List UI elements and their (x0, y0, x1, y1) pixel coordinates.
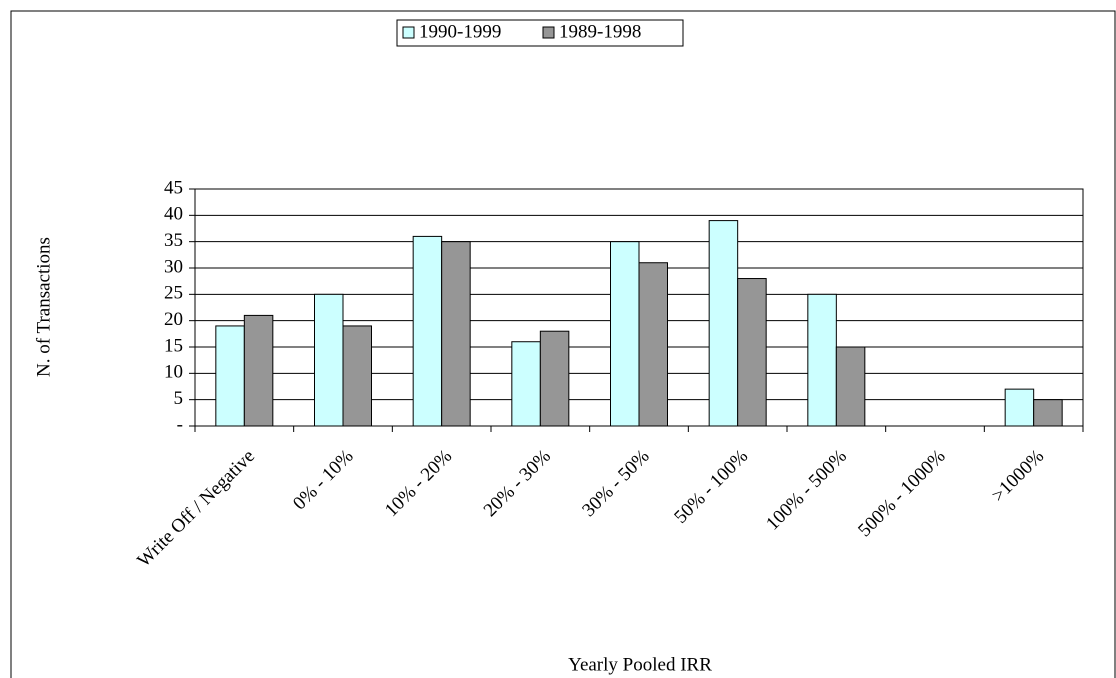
chart-border (10, 10, 1116, 678)
x-tick-label: 100% - 500% (762, 446, 851, 535)
x-tick-label: 10% - 20% (381, 446, 456, 521)
legend-swatch (542, 26, 555, 39)
y-axis-title: N. of Transactions (33, 237, 54, 377)
y-tick-label: - (177, 414, 183, 435)
bar (342, 325, 372, 427)
bar (243, 314, 274, 427)
bar (441, 241, 471, 427)
bar (511, 341, 541, 427)
bar (215, 325, 245, 427)
bar (610, 241, 640, 427)
bar (314, 293, 344, 427)
bar (412, 235, 443, 427)
bar (708, 220, 739, 427)
x-axis-title: Yearly Pooled IRR (568, 654, 712, 675)
x-tick-label: Write Off / Negative (133, 446, 259, 572)
bar (539, 330, 570, 427)
x-tick-label: 0% - 10% (289, 446, 358, 515)
bar (807, 293, 837, 427)
legend-box (396, 19, 684, 47)
bar (1004, 388, 1035, 427)
x-tick-label: 30% - 50% (578, 446, 653, 521)
x-tick-label: 50% - 100% (670, 446, 752, 528)
y-tick-label: 30 (164, 256, 183, 277)
bar (737, 278, 767, 427)
y-tick-label: 25 (164, 283, 183, 304)
bar (638, 262, 668, 427)
y-tick-label: 15 (164, 335, 183, 356)
legend-label: 1990-1999 (419, 21, 501, 42)
legend-swatch (402, 26, 415, 39)
bar (1033, 399, 1063, 427)
bar (835, 346, 866, 427)
y-tick-label: 35 (164, 230, 183, 251)
x-tick-label: >1000% (988, 446, 1049, 507)
x-tick-label: 500% - 1000% (854, 446, 950, 542)
legend-label: 1989-1998 (559, 21, 641, 42)
y-tick-label: 40 (164, 204, 183, 225)
y-tick-label: 20 (164, 309, 183, 330)
x-tick-label: 20% - 30% (480, 446, 555, 521)
y-tick-label: 45 (164, 177, 183, 198)
y-tick-label: 10 (164, 362, 183, 383)
y-tick-label: 5 (174, 388, 184, 409)
